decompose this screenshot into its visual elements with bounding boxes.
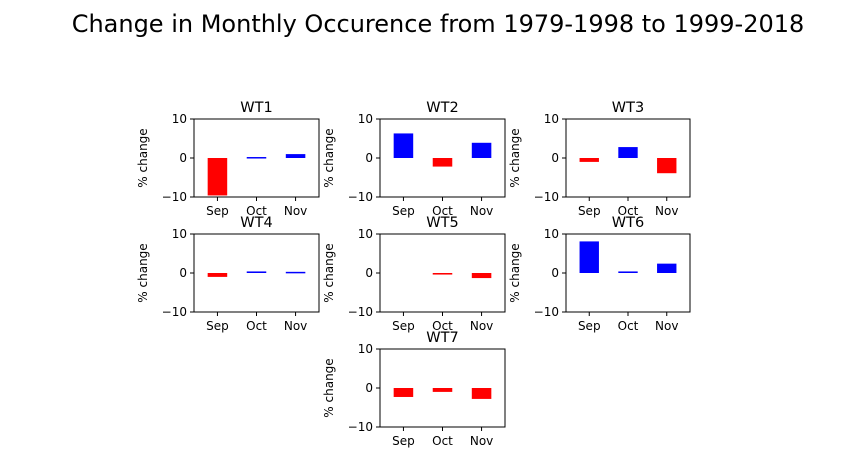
y-tick-label: 0 [551, 266, 559, 280]
bar-oct [618, 147, 638, 158]
x-tick-label: Oct [618, 319, 639, 333]
y-tick-label: 0 [365, 151, 373, 165]
y-tick-label: −10 [348, 305, 373, 319]
x-tick-label: Sep [392, 319, 415, 333]
x-tick-label: Nov [655, 204, 678, 218]
y-axis-label: % change [136, 243, 150, 302]
subplot-title: WT6 [612, 215, 644, 231]
x-tick-label: Nov [284, 204, 307, 218]
x-tick-label: Oct [618, 204, 639, 218]
y-axis-label: % change [322, 128, 336, 187]
y-tick-label: −10 [534, 305, 559, 319]
y-axis-label: % change [136, 128, 150, 187]
y-tick-label: 10 [544, 227, 559, 241]
bar-nov [471, 273, 492, 279]
y-tick-label: 10 [358, 342, 373, 356]
y-tick-label: 10 [358, 112, 373, 126]
y-tick-label: 10 [358, 227, 373, 241]
subplot-wt5: 10 0 −10 Sep Oct Nov % change WT5 [322, 215, 506, 333]
subplot-wt7: 10 0 −10 Sep Oct Nov % change WT7 [322, 330, 506, 448]
x-tick-label: Nov [470, 204, 493, 218]
x-tick-label: Sep [578, 204, 601, 218]
x-tick-label: Oct [432, 434, 453, 448]
subplot-title: WT4 [240, 215, 272, 231]
bar-oct [246, 271, 267, 273]
bar-nov [657, 158, 677, 174]
y-tick-label: −10 [534, 190, 559, 204]
x-tick-label: Sep [392, 204, 415, 218]
y-tick-label: −10 [162, 305, 187, 319]
x-tick-label: Sep [206, 204, 229, 218]
x-tick-label: Sep [392, 434, 415, 448]
x-tick-label: Nov [470, 319, 493, 333]
subplot-title: WT3 [612, 100, 644, 116]
y-tick-label: 0 [551, 151, 559, 165]
subplot-title: WT7 [426, 330, 458, 346]
y-axis-label: % change [508, 128, 522, 187]
y-tick-label: 0 [365, 266, 373, 280]
bar-sep [207, 273, 228, 277]
x-tick-label: Oct [246, 319, 267, 333]
y-tick-label: 0 [365, 381, 373, 395]
figure-suptitle: Change in Monthly Occurence from 1979-19… [72, 10, 805, 38]
bar-sep [393, 133, 414, 158]
y-tick-label: 0 [179, 151, 187, 165]
bar-nov [285, 271, 306, 274]
y-tick-label: 10 [544, 112, 559, 126]
y-axis-label: % change [322, 358, 336, 417]
subplot-grid: 10 0 −10 Sep Oct Nov % change WT1 10 0 −10 Sep Oct No… [136, 100, 691, 448]
y-tick-label: 0 [179, 266, 187, 280]
bar-oct [432, 388, 453, 392]
bar-nov [657, 263, 677, 273]
y-tick-label: 10 [172, 112, 187, 126]
bar-oct [432, 273, 453, 275]
subplot-wt3: 10 0 −10 Sep Oct Nov % change WT3 [508, 100, 691, 218]
subplot-wt2: 10 0 −10 Sep Oct Nov % change WT2 [322, 100, 506, 218]
y-tick-label: −10 [348, 420, 373, 434]
x-tick-label: Oct [432, 319, 453, 333]
subplot-wt1: 10 0 −10 Sep Oct Nov % change WT1 [136, 100, 320, 218]
bar-nov [471, 142, 492, 158]
bar-sep [207, 158, 228, 196]
x-tick-label: Nov [655, 319, 678, 333]
y-tick-label: −10 [348, 190, 373, 204]
x-tick-label: Sep [578, 319, 601, 333]
subplot-title: WT5 [426, 215, 458, 231]
bar-oct [246, 157, 267, 159]
bar-nov [471, 388, 492, 399]
y-tick-label: −10 [162, 190, 187, 204]
bar-oct [432, 158, 453, 167]
x-tick-label: Oct [432, 204, 453, 218]
subplot-title: WT1 [240, 100, 272, 116]
x-tick-label: Nov [470, 434, 493, 448]
subplot-wt4: 10 0 −10 Sep Oct Nov % change WT4 [136, 215, 320, 333]
x-tick-label: Oct [246, 204, 267, 218]
y-axis-label: % change [322, 243, 336, 302]
bar-sep [579, 241, 599, 273]
bar-nov [285, 154, 306, 158]
bar-oct [618, 271, 638, 273]
bar-sep [393, 388, 414, 397]
x-tick-label: Nov [284, 319, 307, 333]
x-tick-label: Sep [206, 319, 229, 333]
subplot-wt6: 10 0 −10 Sep Oct Nov % change WT6 [508, 215, 691, 333]
y-axis-label: % change [508, 243, 522, 302]
y-tick-label: 10 [172, 227, 187, 241]
subplot-title: WT2 [426, 100, 458, 116]
bar-sep [579, 158, 599, 162]
